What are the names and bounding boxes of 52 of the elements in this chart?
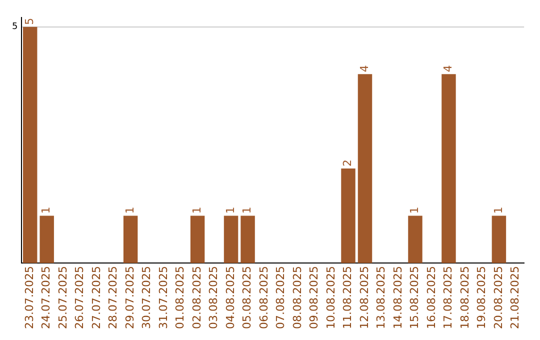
x-tick-label: 02.08.2025 bbox=[190, 266, 204, 330]
x-tick-label: 19.08.2025 bbox=[475, 266, 488, 330]
data-label: 1 bbox=[492, 206, 505, 214]
x-tick-label: 03.08.2025 bbox=[207, 266, 220, 330]
x-tick-label: 12.08.2025 bbox=[358, 266, 371, 330]
x-tick-label: 23.07.2025 bbox=[22, 266, 36, 330]
bar bbox=[492, 216, 506, 264]
x-tick-label: 09.08.2025 bbox=[308, 266, 321, 330]
x-tick-label: 17.08.2025 bbox=[442, 266, 455, 330]
bar bbox=[442, 74, 456, 264]
x-tick-label: 07.08.2025 bbox=[274, 266, 288, 330]
x-tick-label: 10.08.2025 bbox=[324, 266, 338, 330]
data-label: 5 bbox=[22, 18, 36, 25]
x-tick-label: 24.07.2025 bbox=[40, 266, 53, 330]
x-tick-label: 15.08.2025 bbox=[408, 266, 422, 330]
data-label: 1 bbox=[240, 206, 254, 214]
x-tick-label: 06.08.2025 bbox=[257, 266, 270, 330]
x-tick-label: 05.08.2025 bbox=[240, 266, 254, 330]
x-tick-label: 20.08.2025 bbox=[492, 266, 505, 330]
data-label: 2 bbox=[341, 160, 354, 167]
x-tick-label: 13.08.2025 bbox=[374, 266, 388, 330]
x-tick-label: 11.08.2025 bbox=[341, 266, 354, 330]
data-label: 1 bbox=[190, 206, 204, 214]
bar bbox=[341, 168, 356, 264]
x-tick-label: 08.08.2025 bbox=[290, 266, 304, 330]
data-label: 4 bbox=[358, 65, 371, 72]
bar bbox=[190, 216, 205, 264]
bar bbox=[240, 216, 255, 264]
data-label: 1 bbox=[123, 206, 136, 214]
data-label: 4 bbox=[442, 65, 455, 72]
bar bbox=[123, 216, 138, 264]
x-tick-label: 26.07.2025 bbox=[73, 266, 86, 330]
bar bbox=[408, 216, 422, 264]
x-tick-label: 31.07.2025 bbox=[156, 266, 170, 330]
data-label: 1 bbox=[224, 206, 237, 214]
x-tick-label: 18.08.2025 bbox=[458, 266, 472, 330]
x-tick-label: 04.08.2025 bbox=[224, 266, 237, 330]
x-tick-label: 16.08.2025 bbox=[424, 266, 438, 330]
data-label: 1 bbox=[408, 206, 422, 214]
x-tick-label: 29.07.2025 bbox=[123, 266, 136, 330]
bar bbox=[358, 74, 372, 264]
bar bbox=[22, 26, 38, 264]
bar bbox=[40, 216, 54, 264]
x-tick-label: 30.07.2025 bbox=[140, 266, 154, 330]
x-tick-label: 14.08.2025 bbox=[391, 266, 404, 330]
bar bbox=[224, 216, 238, 264]
x-tick-label: 25.07.2025 bbox=[56, 266, 70, 330]
x-tick-label: 28.07.2025 bbox=[106, 266, 120, 330]
x-tick-label: 01.08.2025 bbox=[174, 266, 187, 330]
data-label: 1 bbox=[40, 206, 53, 214]
x-tick-label: 27.07.2025 bbox=[90, 266, 103, 330]
x-tick-label: 21.08.2025 bbox=[508, 266, 522, 330]
